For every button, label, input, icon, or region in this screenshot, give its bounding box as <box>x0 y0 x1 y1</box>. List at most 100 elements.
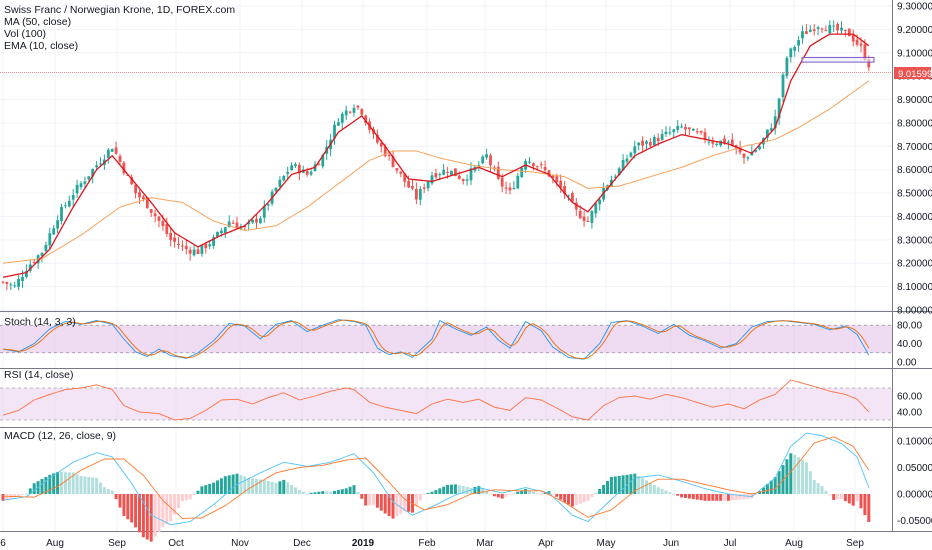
macd-label[interactable]: MACD (12, 26, close, 9) <box>4 430 116 442</box>
candle-body <box>711 141 715 144</box>
price-tick-label: 8.60000 <box>897 165 932 176</box>
legend-vol[interactable]: Vol (100) <box>4 28 46 40</box>
macd-histogram-bar <box>828 494 832 496</box>
candle-body <box>426 181 430 189</box>
macd-histogram-bar <box>407 494 411 512</box>
candle-body <box>797 40 800 46</box>
candle-body <box>454 168 457 177</box>
candle-body <box>535 166 539 168</box>
macd-histogram-bar <box>126 494 130 520</box>
candle-body <box>290 165 293 171</box>
price-overlays <box>0 33 892 278</box>
macd-histogram-bar <box>63 472 67 494</box>
macd-tick-label: 0.05000 <box>897 463 932 474</box>
price-tick-label: 9.10000 <box>897 48 932 59</box>
macd-histogram-bar <box>843 494 847 502</box>
macd-histogram-bar <box>777 471 781 494</box>
macd-histogram-bar <box>563 494 567 503</box>
candle-body <box>305 171 309 175</box>
candle-body <box>294 164 297 167</box>
legend-ma[interactable]: MA (50, close) <box>4 16 71 28</box>
macd-histogram-bar <box>726 494 730 501</box>
candle-body <box>625 158 629 162</box>
candle-body <box>824 30 828 32</box>
candle-body <box>532 163 535 167</box>
macd-histogram-bar <box>754 494 758 495</box>
candle-body <box>688 127 691 130</box>
candle-body <box>539 164 543 166</box>
legend-ema[interactable]: EMA (10, close) <box>4 40 78 52</box>
candle-body <box>411 186 414 189</box>
macd-histogram-bar <box>348 486 352 494</box>
candle-body <box>333 124 336 139</box>
candle-body <box>67 200 71 207</box>
macd-histogram-bar <box>847 494 851 504</box>
candle-body <box>126 174 130 176</box>
indicator-series <box>1 319 871 542</box>
macd-histogram-bar <box>477 486 481 494</box>
candle-body <box>32 262 36 264</box>
candle-body <box>309 171 313 175</box>
macd-histogram-bar <box>613 476 617 494</box>
candle-body <box>691 128 695 131</box>
rsi-band <box>0 388 892 420</box>
candle-body <box>485 154 488 158</box>
candle-body <box>153 213 157 217</box>
stoch-label[interactable]: Stoch (14, 3, 3) <box>4 316 76 328</box>
macd-histogram-bar <box>496 494 500 498</box>
candle-body <box>481 156 485 164</box>
macd-histogram-bar <box>598 488 602 494</box>
time-tick-label: Sep <box>108 538 126 549</box>
macd-histogram-bar <box>422 494 426 495</box>
macd-histogram-bar <box>481 488 485 494</box>
macd-histogram-bar <box>602 484 606 494</box>
candle-body <box>832 25 836 27</box>
candle-body <box>21 276 24 282</box>
macd-histogram-bar <box>438 488 442 494</box>
macd-histogram-bar <box>278 481 282 494</box>
macd-line <box>2 432 870 526</box>
macd-histogram-bar <box>789 453 793 494</box>
candle-body <box>142 196 145 200</box>
macd-histogram-bar <box>633 473 637 494</box>
rsi-line <box>2 379 870 421</box>
candle-body <box>161 220 165 227</box>
candle-body <box>95 165 98 168</box>
macd-histogram-bar <box>212 482 216 494</box>
macd-histogram-bar <box>184 494 188 501</box>
time-tick-label: Jun <box>663 538 679 549</box>
macd-histogram-bar <box>855 494 859 502</box>
macd-histogram-bar <box>559 494 563 500</box>
candle-body <box>730 139 734 146</box>
candle-body <box>508 187 512 191</box>
price-tick-label: 8.20000 <box>897 259 932 270</box>
macd-histogram-bar <box>138 494 141 533</box>
price-tick-label: 8.80000 <box>897 118 932 129</box>
rsi-label[interactable]: RSI (14, close) <box>4 369 73 381</box>
macd-histogram-bar <box>430 491 434 494</box>
candle-body <box>664 131 668 135</box>
macd-histogram-bar <box>762 487 765 494</box>
candle-body <box>83 181 87 184</box>
candle-body <box>559 180 563 188</box>
candle-body <box>387 155 391 157</box>
candle-body <box>337 122 340 126</box>
macd-histogram-bar <box>434 490 438 494</box>
candle-body <box>157 216 161 221</box>
candle-body <box>188 249 192 254</box>
candle-body <box>715 143 719 145</box>
candle-body <box>71 194 75 200</box>
macd-histogram-bar <box>574 494 578 506</box>
candle-body <box>259 218 262 224</box>
candle-body <box>321 154 325 167</box>
macd-histogram-bar <box>227 475 231 494</box>
macd-histogram-bar <box>773 477 777 494</box>
macd-histogram-bar <box>196 490 200 494</box>
macd-histogram-bar <box>145 494 149 540</box>
macd-histogram-bar <box>465 486 469 494</box>
price-tick-label: 8.70000 <box>897 142 932 153</box>
macd-histogram-bar <box>453 484 457 494</box>
candle-body <box>399 171 403 174</box>
candle-body <box>251 219 254 223</box>
